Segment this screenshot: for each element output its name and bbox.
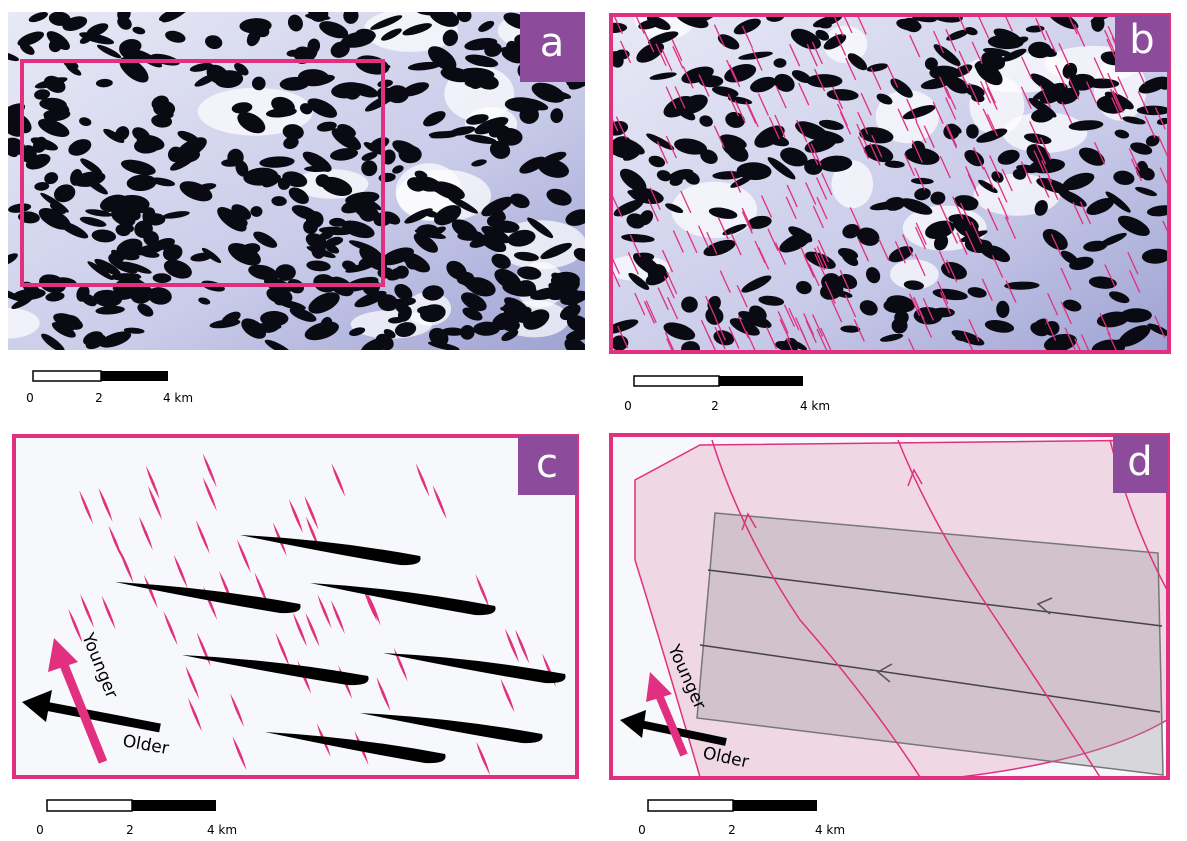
scale-bar: 0 2 4 km [624, 376, 830, 413]
scale-segment [47, 800, 132, 811]
scale-segment [733, 800, 817, 811]
scale-label: 2 [728, 823, 736, 837]
scale-label: 0 [624, 399, 632, 413]
scale-label: 2 [95, 391, 103, 405]
scale-label: 4 km [207, 823, 237, 837]
scale-label: 4 km [800, 399, 830, 413]
scale-segment [101, 371, 168, 381]
scale-label: 0 [26, 391, 34, 405]
panel-d: d Younger Older 0 2 4 km [611, 435, 1168, 837]
scale-label: 4 km [815, 823, 845, 837]
dark-blotch [275, 264, 296, 281]
panel-label: d [1127, 439, 1152, 485]
page: {"panels": [ {"label": "a", "scale_bar":… [0, 0, 1187, 841]
scale-label: 4 km [163, 391, 193, 405]
scale-label: 2 [711, 399, 719, 413]
scale-bar: 0 2 4 km [638, 800, 845, 837]
dark-blotch [252, 77, 266, 91]
scale-segment [634, 376, 719, 386]
panel-label: a [540, 20, 565, 66]
panel-c: c Younger Older 0 2 4 km [14, 436, 577, 837]
panel-label: b [1129, 17, 1154, 63]
dark-blotch [250, 206, 262, 217]
scale-label: 2 [126, 823, 134, 837]
figure: a 0 2 4 km b 0 2 4 km c Young [0, 0, 1187, 841]
scale-segment [719, 376, 803, 386]
panel-b: b 0 2 4 km [601, 0, 1176, 413]
panel-a: a 0 2 4 km [0, 2, 597, 405]
panel-label: c [536, 441, 558, 487]
scale-segment [33, 371, 101, 381]
scale-bar: 0 2 4 km [26, 371, 193, 405]
scale-label: 0 [36, 823, 44, 837]
scale-label: 0 [638, 823, 646, 837]
scale-bar: 0 2 4 km [36, 800, 237, 837]
scale-segment [132, 800, 216, 811]
scale-segment [648, 800, 733, 811]
